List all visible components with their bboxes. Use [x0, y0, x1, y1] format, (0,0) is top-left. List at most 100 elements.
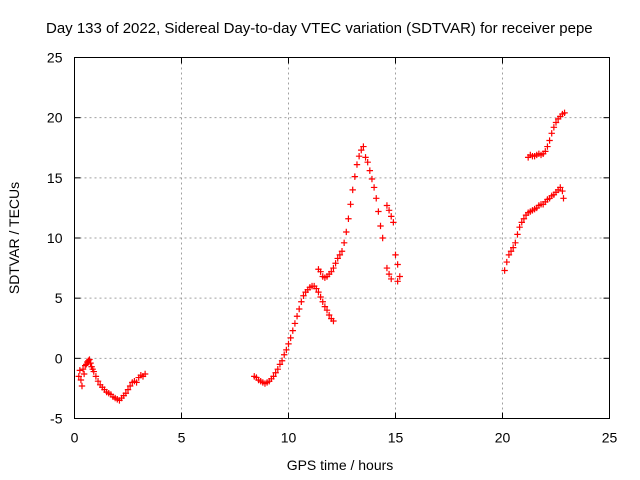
data-point	[281, 351, 288, 358]
data-point	[126, 382, 134, 390]
data-point	[92, 373, 100, 380]
data-point	[347, 201, 354, 208]
data-point	[274, 365, 281, 373]
data-point	[512, 239, 519, 247]
x-tick-label: 10	[281, 430, 297, 446]
plot-frame	[74, 57, 610, 419]
data-point	[560, 195, 567, 202]
data-point	[315, 288, 322, 296]
y-tick-label: -5	[50, 411, 63, 427]
data-point	[507, 248, 515, 255]
data-point	[362, 154, 369, 161]
data-point	[379, 234, 386, 242]
data-point	[353, 161, 361, 168]
data-point	[76, 367, 84, 374]
y-tick-label: 25	[47, 50, 63, 66]
data-point	[77, 376, 85, 384]
data-point	[561, 109, 568, 117]
data-point	[122, 390, 130, 397]
data-point	[366, 167, 374, 174]
data-point	[388, 275, 395, 283]
x-tick-label: 25	[602, 430, 618, 446]
data-point	[392, 251, 399, 259]
data-point	[90, 368, 97, 375]
data-point	[514, 231, 521, 238]
data-point	[313, 285, 320, 292]
data-point	[349, 186, 356, 194]
data-point	[79, 365, 87, 373]
data-point	[383, 264, 391, 272]
data-point	[276, 361, 284, 368]
data-point	[291, 320, 299, 327]
data-point	[278, 357, 286, 364]
data-point	[321, 303, 329, 310]
data-point	[546, 137, 553, 144]
x-axis-label: GPS time / hours	[287, 457, 394, 473]
data-point	[394, 278, 401, 285]
data-point	[388, 213, 395, 220]
data-point	[332, 260, 339, 267]
grid-lines	[74, 57, 610, 419]
data-point	[385, 270, 393, 278]
data-point	[124, 386, 132, 393]
data-point	[518, 219, 525, 226]
y-tick-label: 10	[47, 230, 63, 246]
data-point	[82, 362, 89, 369]
y-tick-label: 15	[47, 170, 63, 186]
data-point	[394, 261, 401, 268]
data-point	[351, 173, 359, 180]
y-axis-label: SDTVAR / TECUs	[6, 182, 22, 294]
data-point	[323, 307, 331, 314]
data-point	[550, 124, 558, 131]
data-point	[80, 370, 88, 378]
data-point	[317, 268, 324, 275]
data-point	[373, 195, 380, 202]
data-point	[542, 148, 549, 155]
x-tick-label: 20	[495, 430, 511, 446]
data-point	[336, 251, 344, 259]
data-point	[505, 251, 513, 259]
data-point	[510, 244, 517, 251]
data-point	[334, 255, 341, 262]
y-tick-label: 5	[55, 290, 63, 306]
data-point	[325, 311, 333, 319]
data-point	[285, 340, 292, 348]
data-point	[270, 373, 277, 380]
data-point	[375, 208, 382, 215]
data-point	[78, 382, 86, 390]
data-point	[141, 370, 149, 378]
data-point	[298, 298, 305, 305]
data-point	[293, 313, 301, 320]
data-point	[364, 158, 371, 166]
data-point	[503, 258, 510, 266]
data-point	[559, 187, 566, 195]
data-point	[317, 293, 324, 301]
data-point	[343, 228, 350, 236]
y-tick-label: 0	[55, 350, 63, 366]
data-point	[330, 264, 337, 272]
data-point	[385, 207, 393, 214]
data-point	[345, 215, 352, 222]
data-point	[355, 152, 363, 160]
data-points	[75, 109, 568, 404]
chart-title: Day 133 of 2022, Sidereal Day-to-day VTE…	[46, 20, 593, 37]
data-point	[516, 223, 523, 231]
data-point	[520, 215, 528, 222]
data-point	[319, 298, 326, 305]
x-tick-label: 0	[71, 430, 79, 446]
data-point	[330, 317, 337, 325]
data-point	[272, 369, 279, 376]
data-point	[501, 267, 508, 274]
data-point	[283, 346, 290, 354]
data-point	[368, 175, 376, 183]
data-point	[390, 219, 397, 226]
data-point	[552, 119, 560, 126]
data-point	[300, 292, 307, 299]
data-point	[133, 379, 140, 386]
data-point	[87, 359, 94, 367]
data-point	[370, 184, 378, 191]
data-point	[296, 305, 303, 313]
data-point	[338, 248, 346, 255]
data-point	[360, 143, 367, 150]
